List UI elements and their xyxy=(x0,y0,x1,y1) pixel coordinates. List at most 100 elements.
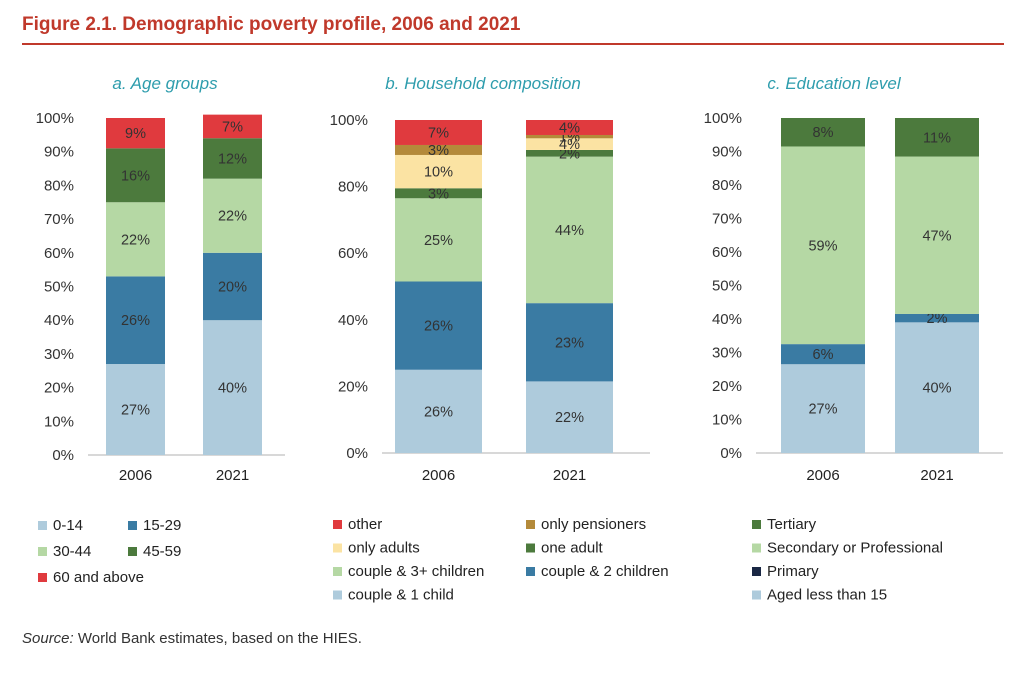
panel-2-bar-2021-only-adults xyxy=(526,138,613,150)
source-text: World Bank estimates, based on the HIES. xyxy=(77,630,362,647)
panel-1-bar-2021-0-14 xyxy=(203,320,262,455)
panel-1-bar-2021-45-59 xyxy=(203,138,262,179)
panel-2-bar-2006-one-adult xyxy=(395,188,482,199)
panel-1-bar-2021-15-29 xyxy=(203,252,262,321)
panel-2-bar-2006-only-pensioners xyxy=(395,144,482,155)
panel-3-data-label: 27% xyxy=(808,402,837,418)
panel-1-data-label: 20% xyxy=(218,280,247,296)
panel-1-legend-label-30-44: 30-44 xyxy=(53,543,91,560)
panel-2-bar-2006-couple-1-child xyxy=(395,369,482,453)
source-label: Source: xyxy=(22,630,74,647)
panel-3-bar-2021-2 xyxy=(895,313,979,323)
title-rule xyxy=(22,43,1004,45)
panel-3-ytick-label: 30% xyxy=(712,345,742,362)
panel-2-data-label: 2% xyxy=(559,146,580,162)
panel-2-xtick-label: 2021 xyxy=(553,467,586,484)
panel-3-data-label: 2% xyxy=(927,311,948,327)
panel-2-legend-label-couple-1-child: couple & 1 child xyxy=(348,587,454,604)
panel-2-data-label: 4% xyxy=(559,120,580,136)
panel-2-data-label: 22% xyxy=(555,410,584,426)
panel-1-title: a. Age groups xyxy=(112,74,218,93)
panel-1-legend-swatch-45-59 xyxy=(128,547,137,556)
panel-1-data-label: 22% xyxy=(218,209,247,225)
panel-2-legend-swatch-couple-2-children xyxy=(526,567,535,576)
panel-2-legend-label-one-adult: one adult xyxy=(541,540,604,557)
panel-3-ytick-label: 50% xyxy=(712,278,742,295)
panel-1-ytick-label: 50% xyxy=(44,279,74,296)
panel-3-bar-2006-6 xyxy=(781,344,865,365)
figure-title: Figure 2.1. Demographic poverty profile,… xyxy=(22,14,521,35)
panel-3-bar-2021-secondary-or-professional xyxy=(895,156,979,314)
panel-3-data-label: 40% xyxy=(922,381,951,397)
panel-2-bar-2021-couple-1-child xyxy=(526,381,613,453)
panel-3-data-label: 11% xyxy=(923,130,951,146)
panel-3-data-label: 59% xyxy=(808,238,837,254)
panel-1-data-label: 7% xyxy=(222,119,243,135)
panel-3-xtick-label: 2006 xyxy=(806,467,839,484)
panel-3-ytick-label: 80% xyxy=(712,177,742,194)
panel-2-legend-label-couple-2-children: couple & 2 children xyxy=(541,563,669,580)
panel-3-legend-swatch-secondary-or-professional xyxy=(752,543,761,553)
panel-1-legend-swatch-30-44 xyxy=(38,547,47,556)
panel-1-ytick-label: 100% xyxy=(36,110,74,127)
panel-1-bar-2021-60-and-above xyxy=(203,114,262,139)
panel-1-bar-2006-30-44 xyxy=(106,202,165,277)
panel-1-bar-2006-60-and-above xyxy=(106,118,165,149)
panel-3-ytick-label: 10% xyxy=(712,412,742,429)
panel-1-legend-swatch-60-and-above xyxy=(38,573,47,582)
panel-2-data-label: 3% xyxy=(428,143,449,159)
panel-3-ytick-label: 60% xyxy=(712,244,742,261)
panel-1-ytick-label: 0% xyxy=(52,447,74,464)
panel-2-bar-2006-couple-2-children xyxy=(395,281,482,370)
panel-1-bar-2021-30-44 xyxy=(203,178,262,253)
panel-1-ytick-label: 40% xyxy=(44,312,74,329)
panel-1-data-label: 22% xyxy=(121,232,150,248)
panel-1-legend-label-0-14: 0-14 xyxy=(53,517,83,534)
panel-3-legend-swatch-aged-less-than-15 xyxy=(752,590,761,600)
panel-2-data-label: 25% xyxy=(424,233,453,249)
panel-1-legend-label-15-29: 15-29 xyxy=(143,517,181,534)
panel-3-bar-2021-aged-less-than-15 xyxy=(895,322,979,453)
panel-2-legend-label-other: other xyxy=(348,516,382,533)
panel-1-legend-label-45-59: 45-59 xyxy=(143,543,181,560)
panel-2-data-label: 26% xyxy=(424,319,453,335)
panel-3-ytick-label: 70% xyxy=(712,211,742,228)
panel-3-legend-label-aged-less-than-15: Aged less than 15 xyxy=(767,587,887,604)
panel-3-data-label: 8% xyxy=(813,125,834,141)
panel-2-legend-label-couple-3-children: couple & 3+ children xyxy=(348,563,484,580)
panel-1-data-label: 40% xyxy=(218,381,247,397)
panel-1-bar-2006-0-14 xyxy=(106,364,165,455)
panel-3-title: c. Education level xyxy=(767,74,901,93)
panel-1-data-label: 9% xyxy=(125,126,146,142)
panel-1-legend-label-60-and-above: 60 and above xyxy=(53,569,144,586)
panel-2-ytick-label: 100% xyxy=(330,112,368,129)
panel-2-bar-2021-other xyxy=(526,120,613,135)
panel-2-legend-swatch-other xyxy=(333,520,342,529)
panel-1-data-label: 16% xyxy=(121,168,150,184)
panel-1-ytick-label: 30% xyxy=(44,346,74,363)
panel-2-ytick-label: 60% xyxy=(338,245,368,262)
panel-3-legend-label-secondary-or-professional: Secondary or Professional xyxy=(767,540,943,557)
panel-3-bar-2006-tertiary xyxy=(781,118,865,147)
panel-1-data-label: 27% xyxy=(121,403,150,419)
panel-2-legend-swatch-one-adult xyxy=(526,543,535,553)
panel-3-legend-label-tertiary: Tertiary xyxy=(767,516,817,533)
panel-1-legend-swatch-0-14 xyxy=(38,521,47,530)
panel-1-bar-2006-45-59 xyxy=(106,148,165,203)
panel-1-xtick-label: 2021 xyxy=(216,467,249,484)
panel-2-legend-swatch-only-pensioners xyxy=(526,520,535,529)
panel-3-xtick-label: 2021 xyxy=(920,467,953,484)
panel-2-data-label: 44% xyxy=(555,223,584,239)
panel-3-bar-2006-aged-less-than-15 xyxy=(781,364,865,453)
panel-1-data-label: 26% xyxy=(121,313,150,329)
panel-1-ytick-label: 20% xyxy=(44,380,74,397)
panel-3-ytick-label: 0% xyxy=(720,445,742,462)
panel-2-data-label: 3% xyxy=(428,186,449,202)
panel-2-bar-2006-other xyxy=(395,120,482,145)
panel-1-ytick-label: 10% xyxy=(44,413,74,430)
panel-1-ytick-label: 80% xyxy=(44,177,74,194)
panel-2-data-label: 10% xyxy=(424,165,453,181)
panel-3-legend-swatch-primary xyxy=(752,567,761,576)
panel-3-ytick-label: 100% xyxy=(704,110,742,127)
